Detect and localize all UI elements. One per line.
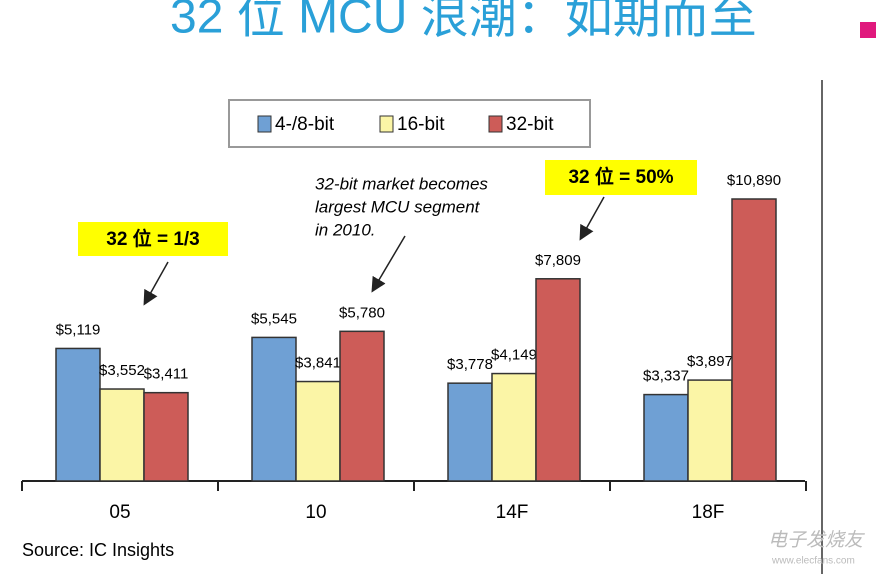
- bar: [491, 372, 537, 482]
- annotation: largest MCU segment: [315, 197, 481, 216]
- x-tick-label: 05: [109, 502, 130, 523]
- value-label: $5,780: [339, 304, 385, 321]
- arrow: [143, 261, 169, 306]
- value-label: $7,809: [535, 252, 581, 269]
- annotation-box: [545, 160, 697, 195]
- bar: [687, 379, 733, 482]
- value-label: $5,545: [251, 310, 297, 327]
- bar: [643, 393, 689, 482]
- annotation: 32 位 = 1/3: [106, 227, 199, 250]
- value-label: $3,411: [144, 366, 189, 383]
- arrow: [371, 235, 406, 293]
- legend-swatch: [379, 115, 394, 133]
- value-label: $10,890: [727, 172, 781, 189]
- x-tick-label: 10: [305, 502, 326, 523]
- value-label: $3,552: [99, 362, 145, 379]
- slide-title: 32 位 MCU 浪潮：如期而至: [170, 0, 757, 44]
- arrow: [579, 196, 605, 241]
- nav-icon[interactable]: [860, 22, 876, 38]
- source: Source: IC Insights: [22, 540, 174, 560]
- annotation: 32-bit market becomes: [315, 174, 488, 193]
- bar: [535, 278, 581, 482]
- bar: [143, 391, 189, 482]
- bar: [55, 347, 101, 482]
- bar: [251, 336, 297, 482]
- watermark: 电子发烧友: [768, 529, 865, 551]
- legend-box: [228, 99, 591, 148]
- x-tick-label: 18F: [692, 502, 725, 523]
- x-tick-label: 14F: [496, 502, 529, 523]
- bar: [447, 382, 493, 482]
- legend-swatch: [257, 115, 272, 133]
- annotation: 32 位 = 50%: [568, 165, 673, 188]
- legend-label: 32-bit: [506, 114, 554, 135]
- value-label: $3,841: [295, 355, 341, 372]
- legend-label: 4-/8-bit: [275, 114, 335, 135]
- value-label: $3,337: [643, 368, 689, 385]
- value-label: $3,778: [447, 356, 493, 373]
- value-label: $3,897: [687, 353, 733, 370]
- annotation: in 2010.: [315, 220, 376, 239]
- bar: [339, 330, 385, 482]
- legend-swatch: [488, 115, 503, 133]
- bar: [731, 198, 777, 482]
- bar: [295, 380, 341, 482]
- value-label: $5,119: [56, 321, 101, 338]
- legend-label: 16-bit: [397, 114, 445, 135]
- value-label: $4,149: [491, 347, 537, 364]
- bar: [99, 388, 145, 482]
- annotation-box: [78, 222, 228, 256]
- watermark: www.elecfans.com: [771, 556, 855, 567]
